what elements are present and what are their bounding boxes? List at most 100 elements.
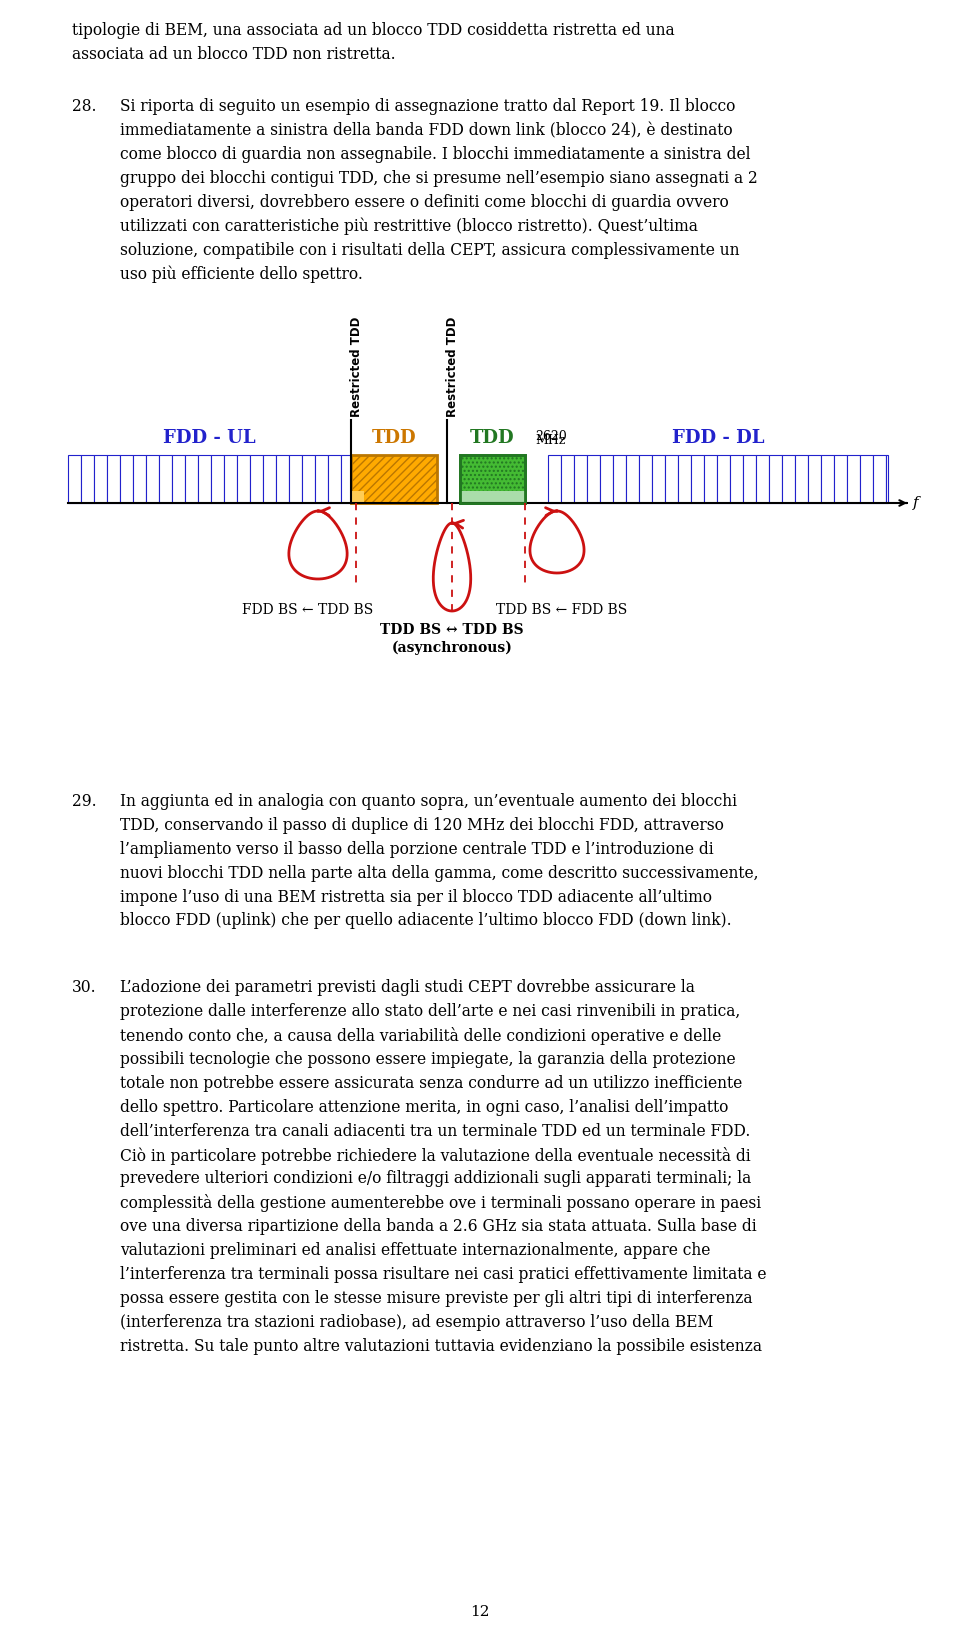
- Bar: [704, 455, 717, 503]
- Bar: [613, 455, 626, 503]
- Text: blocco FDD (uplink) che per quello adiacente l’ultimo blocco FDD (down link).: blocco FDD (uplink) che per quello adiac…: [120, 912, 732, 930]
- Text: TDD: TDD: [372, 429, 417, 447]
- Text: TDD BS ↔ TDD BS: TDD BS ↔ TDD BS: [380, 623, 524, 636]
- Bar: [120, 455, 133, 503]
- Bar: [769, 455, 782, 503]
- Bar: [561, 455, 574, 503]
- Bar: [782, 455, 795, 503]
- Bar: [94, 455, 107, 503]
- Text: L’adozione dei parametri previsti dagli studi CEPT dovrebbe assicurare la: L’adozione dei parametri previsti dagli …: [120, 979, 695, 996]
- Bar: [185, 455, 198, 503]
- Text: ove una diversa ripartizione della banda a 2.6 GHz sia stata attuata. Sulla base: ove una diversa ripartizione della banda…: [120, 1217, 756, 1235]
- Text: Si riporta di seguito un esempio di assegnazione tratto dal Report 19. Il blocco: Si riporta di seguito un esempio di asse…: [120, 98, 735, 116]
- Text: totale non potrebbe essere assicurata senza condurre ad un utilizzo inefficiente: totale non potrebbe essere assicurata se…: [120, 1075, 742, 1092]
- Bar: [678, 455, 691, 503]
- Text: TDD BS ← FDD BS: TDD BS ← FDD BS: [496, 602, 628, 617]
- Bar: [756, 455, 769, 503]
- Text: prevedere ulteriori condizioni e/o filtraggi addizionali sugli apparati terminal: prevedere ulteriori condizioni e/o filtr…: [120, 1170, 752, 1188]
- Text: operatori diversi, dovrebbero essere o definiti come blocchi di guardia ovvero: operatori diversi, dovrebbero essere o d…: [120, 194, 729, 211]
- Bar: [600, 455, 613, 503]
- Text: Restricted TDD: Restricted TDD: [349, 317, 363, 418]
- Text: l’interferenza tra terminali possa risultare nei casi pratici effettivamente lim: l’interferenza tra terminali possa risul…: [120, 1266, 766, 1283]
- Bar: [133, 455, 146, 503]
- Text: associata ad un blocco TDD non ristretta.: associata ad un blocco TDD non ristretta…: [72, 46, 396, 64]
- Text: MHz: MHz: [535, 434, 565, 447]
- Bar: [263, 455, 276, 503]
- Text: uso più efficiente dello spettro.: uso più efficiente dello spettro.: [120, 266, 363, 282]
- Bar: [821, 455, 834, 503]
- Text: FDD - UL: FDD - UL: [163, 429, 255, 447]
- Bar: [548, 455, 561, 503]
- Text: ristretta. Su tale punto altre valutazioni tuttavia evidenziano la possibile esi: ristretta. Su tale punto altre valutazio…: [120, 1338, 762, 1355]
- Bar: [351, 455, 437, 503]
- Text: FDD BS ← TDD BS: FDD BS ← TDD BS: [242, 602, 373, 617]
- Bar: [315, 455, 328, 503]
- Bar: [237, 455, 250, 503]
- Bar: [198, 455, 211, 503]
- Text: Restricted TDD: Restricted TDD: [445, 317, 459, 418]
- Text: tenendo conto che, a causa della variabilità delle condizioni operative e delle: tenendo conto che, a causa della variabi…: [120, 1027, 721, 1044]
- Bar: [172, 455, 185, 503]
- Bar: [460, 455, 525, 503]
- Text: gruppo dei blocchi contigui TDD, che si presume nell’esempio siano assegnati a 2: gruppo dei blocchi contigui TDD, che si …: [120, 170, 757, 188]
- Bar: [652, 455, 665, 503]
- Bar: [886, 455, 888, 503]
- Text: possa essere gestita con le stesse misure previste per gli altri tipi di interfe: possa essere gestita con le stesse misur…: [120, 1289, 753, 1307]
- Bar: [587, 455, 600, 503]
- Text: impone l’uso di una BEM ristretta sia per il blocco TDD adiacente all’ultimo: impone l’uso di una BEM ristretta sia pe…: [120, 888, 712, 906]
- Bar: [743, 455, 756, 503]
- Bar: [795, 455, 808, 503]
- Text: 2620: 2620: [535, 429, 566, 442]
- Bar: [460, 455, 525, 503]
- Bar: [276, 455, 289, 503]
- Bar: [717, 455, 730, 503]
- Bar: [328, 455, 341, 503]
- Text: 12: 12: [470, 1604, 490, 1619]
- Text: utilizzati con caratteristiche più restrittive (blocco ristretto). Quest’ultima: utilizzati con caratteristiche più restr…: [120, 219, 698, 235]
- Bar: [250, 455, 263, 503]
- Bar: [834, 455, 847, 503]
- Text: valutazioni preliminari ed analisi effettuate internazionalmente, appare che: valutazioni preliminari ed analisi effet…: [120, 1242, 710, 1258]
- Bar: [860, 455, 873, 503]
- Text: 28.: 28.: [72, 98, 97, 116]
- Bar: [847, 455, 860, 503]
- Text: complessità della gestione aumenterebbe ove i terminali possano operare in paesi: complessità della gestione aumenterebbe …: [120, 1195, 761, 1213]
- Text: Ciò in particolare potrebbe richiedere la valutazione della eventuale necessità : Ciò in particolare potrebbe richiedere l…: [120, 1147, 751, 1165]
- Text: f: f: [913, 496, 919, 509]
- Text: FDD - DL: FDD - DL: [672, 429, 764, 447]
- Bar: [159, 455, 172, 503]
- Bar: [639, 455, 652, 503]
- Text: come blocco di guardia non assegnabile. I blocchi immediatamente a sinistra del: come blocco di guardia non assegnabile. …: [120, 147, 751, 163]
- Bar: [341, 455, 351, 503]
- Text: 29.: 29.: [72, 793, 97, 809]
- Bar: [665, 455, 678, 503]
- Text: immediatamente a sinistra della banda FDD down link (blocco 24), è destinato: immediatamente a sinistra della banda FD…: [120, 122, 732, 139]
- Bar: [68, 455, 81, 503]
- Text: 30.: 30.: [72, 979, 97, 996]
- Bar: [691, 455, 704, 503]
- Text: l’ampliamento verso il basso della porzione centrale TDD e l’introduzione di: l’ampliamento verso il basso della porzi…: [120, 840, 713, 858]
- Text: soluzione, compatibile con i risultati della CEPT, assicura complessivamente un: soluzione, compatibile con i risultati d…: [120, 242, 739, 259]
- Bar: [302, 455, 315, 503]
- Text: nuovi blocchi TDD nella parte alta della gamma, come descritto successivamente,: nuovi blocchi TDD nella parte alta della…: [120, 865, 758, 881]
- Bar: [146, 455, 159, 503]
- Text: tipologie di BEM, una associata ad un blocco TDD cosiddetta ristretta ed una: tipologie di BEM, una associata ad un bl…: [72, 21, 675, 39]
- Text: dello spettro. Particolare attenzione merita, in ogni caso, l’analisi dell’impat: dello spettro. Particolare attenzione me…: [120, 1098, 729, 1116]
- Text: possibili tecnologie che possono essere impiegate, la garanzia della protezione: possibili tecnologie che possono essere …: [120, 1051, 735, 1067]
- Bar: [351, 491, 364, 503]
- Bar: [211, 455, 224, 503]
- Bar: [460, 491, 525, 503]
- Bar: [289, 455, 302, 503]
- Text: protezione dalle interferenze allo stato dell’arte e nei casi rinvenibili in pra: protezione dalle interferenze allo stato…: [120, 1004, 740, 1020]
- Text: TDD: TDD: [470, 429, 515, 447]
- Bar: [808, 455, 821, 503]
- Bar: [224, 455, 237, 503]
- Text: (interferenza tra stazioni radiobase), ad esempio attraverso l’uso della BEM: (interferenza tra stazioni radiobase), a…: [120, 1314, 713, 1330]
- Bar: [107, 455, 120, 503]
- Bar: [626, 455, 639, 503]
- Text: TDD, conservando il passo di duplice di 120 MHz dei blocchi FDD, attraverso: TDD, conservando il passo di duplice di …: [120, 818, 724, 834]
- Bar: [873, 455, 886, 503]
- Text: (asynchronous): (asynchronous): [392, 641, 513, 656]
- Text: In aggiunta ed in analogia con quanto sopra, un’eventuale aumento dei blocchi: In aggiunta ed in analogia con quanto so…: [120, 793, 737, 809]
- Bar: [574, 455, 587, 503]
